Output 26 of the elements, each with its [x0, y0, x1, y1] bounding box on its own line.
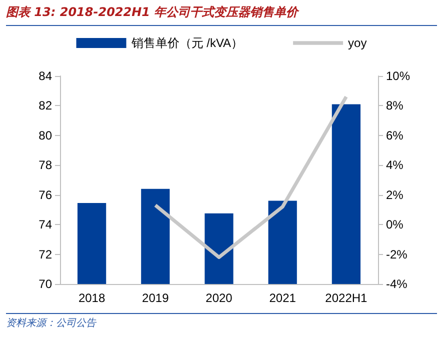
x-tick-label: 2020	[206, 291, 233, 305]
y-tick-label: 78	[38, 158, 52, 172]
y-tick-label: 72	[38, 247, 52, 262]
y2-tick-label: -4%	[386, 277, 408, 291]
y2-tick-label: 0%	[386, 218, 404, 232]
x-tick-label: 2022H1	[325, 291, 368, 305]
x-tick-label: 2018	[78, 291, 106, 305]
y-tick-label: 80	[38, 128, 52, 142]
y2-tick-label: 8%	[386, 98, 404, 113]
legend-label: yoy	[348, 36, 367, 50]
chart-title: 图表 13: 2018-2022H1 年公司干式变压器销售单价	[6, 4, 437, 26]
x-tick-label: 2019	[142, 291, 170, 305]
y-tick-label: 82	[38, 98, 52, 113]
y-tick-label: 70	[38, 277, 52, 291]
x-tick-label: 2021	[269, 291, 296, 305]
y-tick-label: 76	[38, 188, 52, 202]
y-tick-label: 84	[38, 69, 52, 83]
text: 资料来源：公司公告	[6, 313, 437, 330]
y2-tick-label: 6%	[386, 128, 404, 142]
y2-tick-label: -2%	[386, 247, 408, 262]
y-tick-label: 74	[38, 218, 52, 232]
line-series	[154, 95, 348, 260]
y2-tick-label: 2%	[386, 188, 404, 202]
legend-label: 销售单价（元 /kVA）	[130, 36, 244, 50]
y2-tick-label: 4%	[386, 158, 404, 172]
y2-tick-label: 10%	[386, 69, 410, 83]
